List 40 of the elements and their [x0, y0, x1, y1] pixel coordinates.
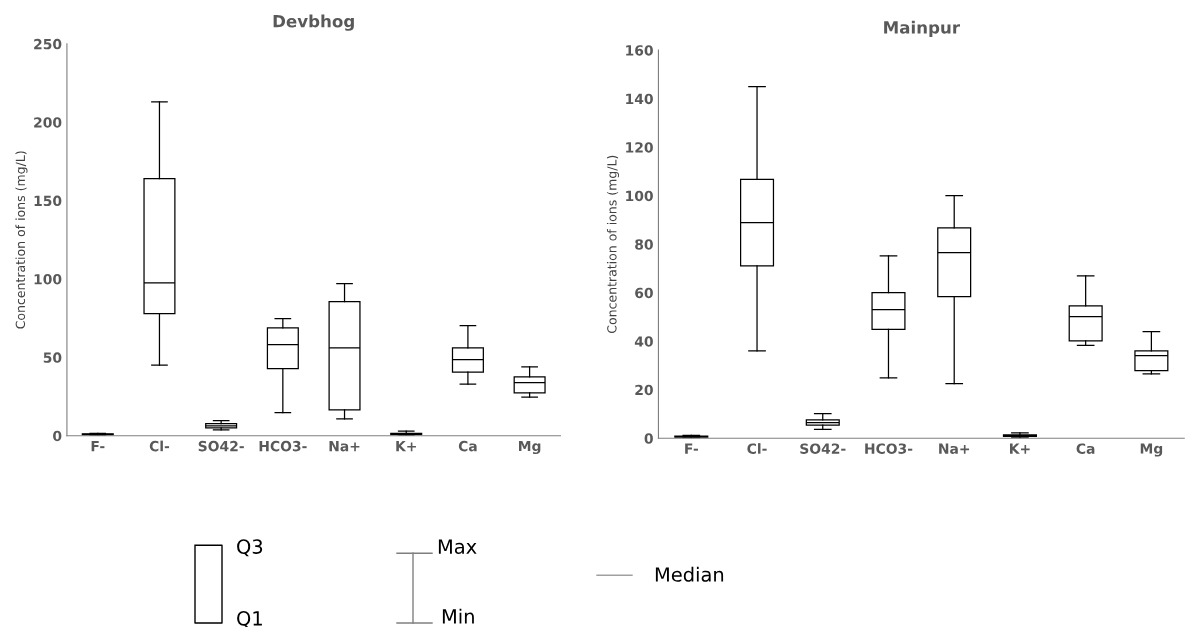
- text: Q1: [237, 610, 262, 627]
- x-tick-label: SO42-: [198, 440, 244, 452]
- y-tick-label: 40: [634, 336, 653, 347]
- text: Min: [442, 608, 474, 624]
- y-tick-label: 100: [626, 190, 653, 202]
- y-tick-label: 140: [626, 93, 653, 105]
- x-tick-label: SO42-: [800, 443, 846, 454]
- x-tick-label: F-: [685, 443, 698, 454]
- x-tick-label: Cl-: [149, 440, 170, 452]
- text: Q3: [237, 539, 263, 557]
- x-tick-label: K+: [396, 441, 416, 452]
- y-tick-label: 0: [53, 430, 62, 442]
- chart-title: Mainpur: [884, 20, 961, 37]
- y-tick-label: 0: [644, 433, 653, 444]
- text: Median: [655, 566, 724, 582]
- y-axis-title: Concentration of ions (mg/L): [15, 151, 28, 329]
- y-axis-title: Concentration of ions (mg/L): [606, 155, 620, 334]
- y-tick-label: 120: [626, 142, 653, 153]
- y-tick-label: 60: [635, 287, 653, 299]
- x-tick-label: Ca: [458, 440, 477, 452]
- x-tick-label: HCO3-: [259, 440, 307, 452]
- x-tick-label: Ca: [1076, 443, 1095, 454]
- text: Max: [438, 539, 477, 554]
- x-tick-label: HCO3-: [865, 443, 913, 454]
- y-tick-label: 200: [34, 117, 62, 128]
- x-tick-label: Na+: [329, 441, 360, 452]
- x-tick-label: Mg: [1140, 443, 1163, 457]
- y-tick-label: 20: [635, 384, 653, 396]
- y-tick-label: 160: [626, 45, 653, 56]
- y-tick-label: 100: [34, 273, 62, 285]
- y-tick-label: 150: [34, 195, 62, 207]
- y-tick-label: 80: [635, 239, 653, 250]
- x-tick-label: Cl-: [747, 443, 767, 454]
- chart-title: Devbhog: [273, 14, 354, 31]
- x-tick-label: Mg: [519, 440, 541, 455]
- x-tick-label: F-: [91, 441, 105, 452]
- y-tick-label: 50: [43, 352, 62, 363]
- y-tick-label: 250: [34, 38, 62, 50]
- x-tick-label: Na+: [939, 443, 970, 454]
- x-tick-label: K+: [1010, 443, 1030, 454]
